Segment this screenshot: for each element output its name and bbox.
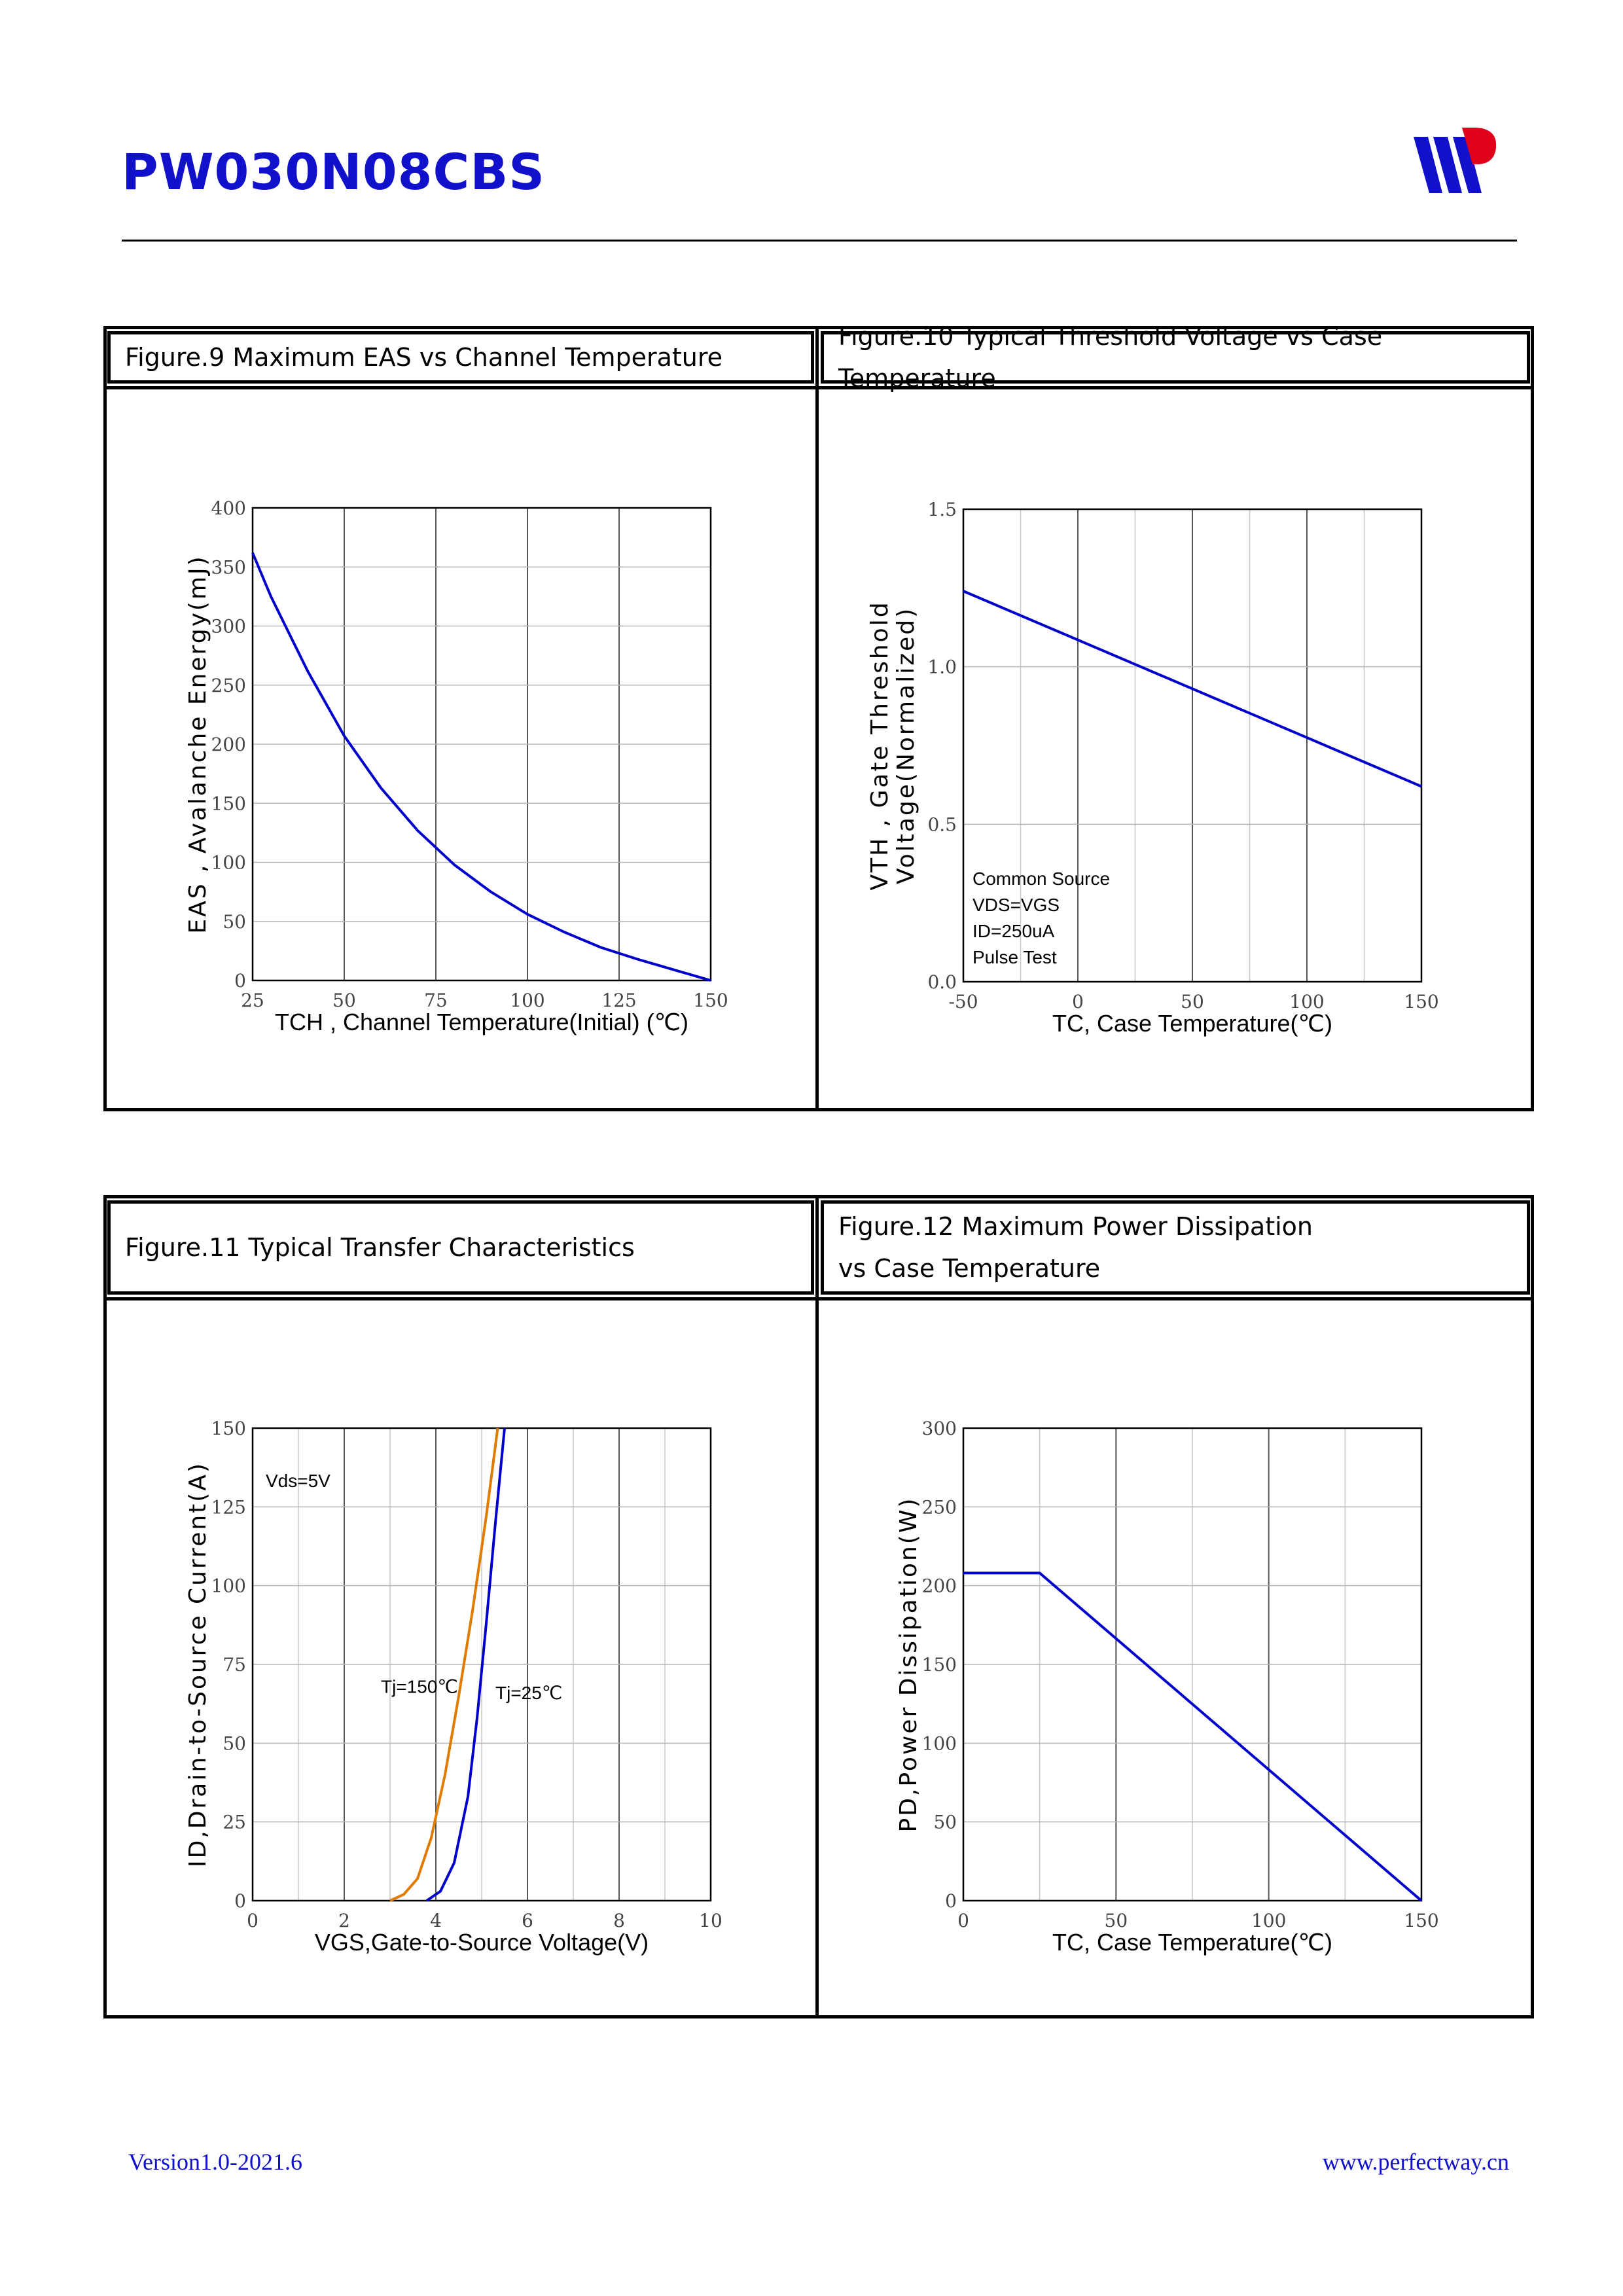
x-tick-label: 50 xyxy=(332,990,356,1011)
fig10-caption: Figure.10 Typical Threshold Voltage vs C… xyxy=(821,322,1530,393)
x-tick-label: 0 xyxy=(247,1910,259,1931)
fig11-chart: 0 2 4 6 8 100255075100125150VGS,Gate-to-Sourc… xyxy=(185,1418,722,1956)
test-condition-label: VDS=VGS xyxy=(972,895,1060,915)
y-tick-label: 25 xyxy=(223,1812,246,1833)
plot-frame xyxy=(251,1427,712,1902)
x-axis-label: VGS,Gate-to-Source Voltage(V) xyxy=(315,1929,649,1956)
y-tick-label: 350 xyxy=(211,556,246,578)
y-tick-label: 150 xyxy=(211,793,246,814)
plot-frame xyxy=(251,507,712,982)
x-tick-label: 125 xyxy=(601,990,636,1011)
x-tick-label: 8 xyxy=(613,1910,625,1931)
fig9-chart: 25 50 75 100 125 150 0 50 100 150 200 250 300 350 400 T… xyxy=(185,497,728,1035)
x-tick-label: 150 xyxy=(1404,1910,1438,1931)
y-tick-label: 100 xyxy=(211,1575,246,1597)
y-tick-label: 150 xyxy=(211,1418,246,1439)
x-tick-label: 2 xyxy=(338,1910,350,1931)
y-tick-label: 0.0 xyxy=(927,971,957,993)
y-tick-label: 1.5 xyxy=(927,499,957,520)
y-tick-label: 100 xyxy=(922,1732,957,1754)
document-title: PW030N08CBS xyxy=(122,143,545,201)
figure-panel-bottom xyxy=(103,1195,1534,2018)
x-axis-label: TC, Case Temperature(℃) xyxy=(1052,1929,1332,1956)
x-tick-label: 150 xyxy=(1404,991,1438,1013)
y-tick-label: 50 xyxy=(933,1812,957,1833)
y-tick-label: 400 xyxy=(211,497,246,519)
x-tick-label: 0 xyxy=(957,1910,969,1931)
y-tick-label: 50 xyxy=(223,1732,246,1754)
x-tick-label: 150 xyxy=(693,990,728,1011)
series-line xyxy=(963,1571,1423,1902)
y-axis-label: PD,Power Dissipation(W) xyxy=(895,1497,922,1833)
series-line xyxy=(425,1427,506,1902)
y-tick-label: 300 xyxy=(922,1418,957,1439)
y-tick-label: 200 xyxy=(922,1575,957,1597)
y-tick-label: 0 xyxy=(234,970,246,992)
condition-label: Vds=5V xyxy=(266,1471,330,1491)
test-condition-label: ID=250uA xyxy=(972,921,1055,941)
plot-frame xyxy=(962,1427,1423,1902)
x-tick-label: 10 xyxy=(699,1910,722,1931)
plot-frame xyxy=(962,508,1423,983)
y-tick-label: 100 xyxy=(211,852,246,874)
y-tick-label: 150 xyxy=(922,1654,957,1676)
fig11-caption: Figure.11 Typical Transfer Characteristi… xyxy=(107,1200,814,1295)
y-tick-label: 300 xyxy=(211,616,246,637)
y-tick-label: 0 xyxy=(234,1890,246,1912)
x-tick-label: 50 xyxy=(1181,991,1204,1013)
y-axis-label: ID,Drain-to-Source Current(A) xyxy=(185,1462,211,1867)
test-condition-label: Common Source xyxy=(972,869,1110,889)
y-tick-label: 250 xyxy=(211,675,246,696)
x-tick-label: 100 xyxy=(1251,1910,1286,1931)
column-divider xyxy=(815,1195,819,2018)
y-tick-label: 0 xyxy=(945,1890,957,1912)
x-tick-label: 25 xyxy=(241,990,264,1011)
x-tick-label: 100 xyxy=(1289,991,1324,1013)
series-label: Tj=25℃ xyxy=(495,1683,562,1703)
x-tick-label: 50 xyxy=(1105,1910,1128,1931)
fig12-chart: 0 50 100 150 0 50 100 150 200 250 300 TC, Case Temp… xyxy=(895,1418,1439,1956)
y-axis-label: EAS , Avalanche Energy(mJ) xyxy=(185,554,211,933)
website-link[interactable]: www.perfectway.cn xyxy=(1322,2149,1509,2175)
figure-panel-top xyxy=(103,326,1534,1111)
y-tick-label: 50 xyxy=(223,911,246,933)
y-tick-label: 125 xyxy=(211,1496,246,1518)
y-axis-label: VTH , Gate Threshold xyxy=(866,600,893,890)
series-line xyxy=(963,590,1422,788)
fig10-chart: -50 0 50 100 150 0.0 0.5 1.0 1.5 TC, Case Tempera… xyxy=(866,499,1439,1037)
test-condition-label: Pulse Test xyxy=(972,947,1057,967)
fig12-caption: Figure.12 Maximum Power Dissipation vs C… xyxy=(821,1200,1530,1295)
x-tick-label: 6 xyxy=(522,1910,533,1931)
series-label: Tj=150℃ xyxy=(381,1676,458,1696)
x-axis-label: TC, Case Temperature(℃) xyxy=(1052,1010,1332,1037)
y-tick-label: 0.5 xyxy=(927,814,957,835)
fig9-caption: Figure.9 Maximum EAS vs Channel Temperat… xyxy=(107,331,814,384)
x-axis-label: TCH , Channel Temperature(Initial) (℃) xyxy=(275,1009,688,1035)
y-tick-label: 1.0 xyxy=(927,656,957,678)
series-line xyxy=(251,552,711,982)
y-tick-label: 200 xyxy=(211,734,246,755)
y-tick-label: 250 xyxy=(922,1496,957,1518)
y-axis-label: Voltage(Normalized) xyxy=(893,607,919,884)
series-line xyxy=(389,1427,499,1902)
x-tick-label: 0 xyxy=(1072,991,1084,1013)
company-logo xyxy=(1414,128,1497,193)
version-label: Version1.0-2021.6 xyxy=(128,2149,302,2175)
x-tick-label: 75 xyxy=(424,990,448,1011)
x-tick-label: -50 xyxy=(948,991,978,1013)
x-tick-label: 100 xyxy=(510,990,544,1011)
header-divider xyxy=(122,240,1517,242)
caption-divider xyxy=(103,386,1534,389)
column-divider xyxy=(815,326,819,1111)
caption-divider xyxy=(103,1297,1534,1300)
x-tick-label: 4 xyxy=(430,1910,442,1931)
y-tick-label: 75 xyxy=(223,1654,246,1676)
